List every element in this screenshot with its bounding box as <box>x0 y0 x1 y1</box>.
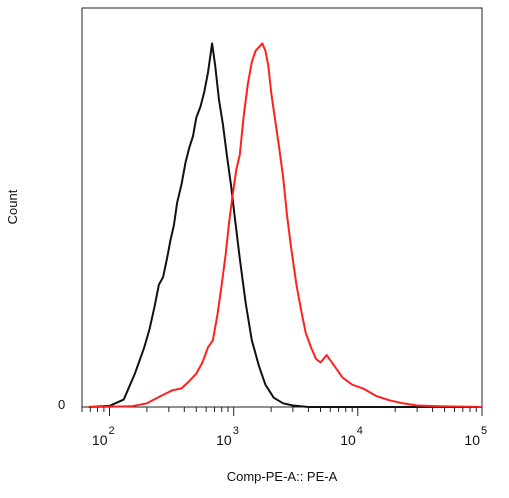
x-tick-label-base: 10 <box>216 432 232 448</box>
x-tick-label-exponent: 5 <box>481 425 487 437</box>
x-axis-ticks <box>81 407 483 416</box>
x-tick-label-base: 10 <box>92 432 108 448</box>
x-tick-label-exponent: 3 <box>233 425 239 437</box>
y-axis-label: Count <box>5 189 20 224</box>
x-tick-label-base: 10 <box>464 432 480 448</box>
x-tick-label-exponent: 4 <box>357 425 363 437</box>
plot-frame <box>81 7 483 408</box>
x-axis-label: Comp-PE-A:: PE-A <box>227 469 338 484</box>
y-tick-label-zero: 0 <box>58 397 65 412</box>
x-tick-label-exponent: 2 <box>109 425 115 437</box>
series-1-line <box>88 42 482 408</box>
series-layer <box>88 42 483 408</box>
series-2-line <box>88 42 483 408</box>
x-tick-label-base: 10 <box>340 432 356 448</box>
